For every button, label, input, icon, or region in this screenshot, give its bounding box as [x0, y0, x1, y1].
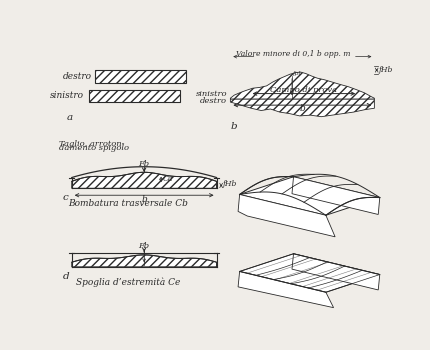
Text: b: b	[141, 195, 147, 204]
Text: Taglio, arroton-: Taglio, arroton-	[58, 140, 124, 148]
Text: d: d	[62, 272, 69, 281]
Text: b: b	[300, 105, 305, 113]
Text: c: c	[62, 193, 68, 202]
Text: fHb: fHb	[378, 66, 393, 75]
Text: destro: destro	[200, 97, 227, 105]
Polygon shape	[72, 255, 217, 267]
Polygon shape	[230, 72, 375, 99]
Text: Valore minore di 0,1 b opp. m: Valore minore di 0,1 b opp. m	[236, 50, 351, 57]
Polygon shape	[240, 177, 380, 215]
Polygon shape	[72, 172, 217, 188]
Bar	[89, 90, 180, 102]
Polygon shape	[292, 254, 380, 290]
Text: Campo di prova: Campo di prova	[270, 86, 338, 94]
Text: b: b	[230, 122, 237, 131]
Text: Spoglia d’estremità Ce: Spoglia d’estremità Ce	[76, 278, 180, 287]
Text: sinistro: sinistro	[50, 91, 84, 100]
Polygon shape	[292, 177, 380, 215]
Text: Fb: Fb	[138, 242, 150, 250]
Polygon shape	[240, 254, 380, 292]
Polygon shape	[230, 99, 375, 117]
Text: Ca: Ca	[163, 175, 173, 183]
Text: Bombatura trasversale Cb: Bombatura trasversale Cb	[68, 199, 188, 208]
Bar	[95, 70, 186, 83]
Polygon shape	[238, 195, 335, 237]
Text: destro: destro	[63, 72, 92, 81]
Polygon shape	[238, 272, 334, 308]
Text: damento spigolo: damento spigolo	[58, 144, 129, 152]
Text: fpt: fpt	[293, 71, 301, 76]
Text: Fb: Fb	[138, 160, 150, 168]
Text: sinistro: sinistro	[196, 90, 227, 98]
Text: fHb: fHb	[223, 180, 237, 188]
Text: a: a	[66, 113, 73, 122]
